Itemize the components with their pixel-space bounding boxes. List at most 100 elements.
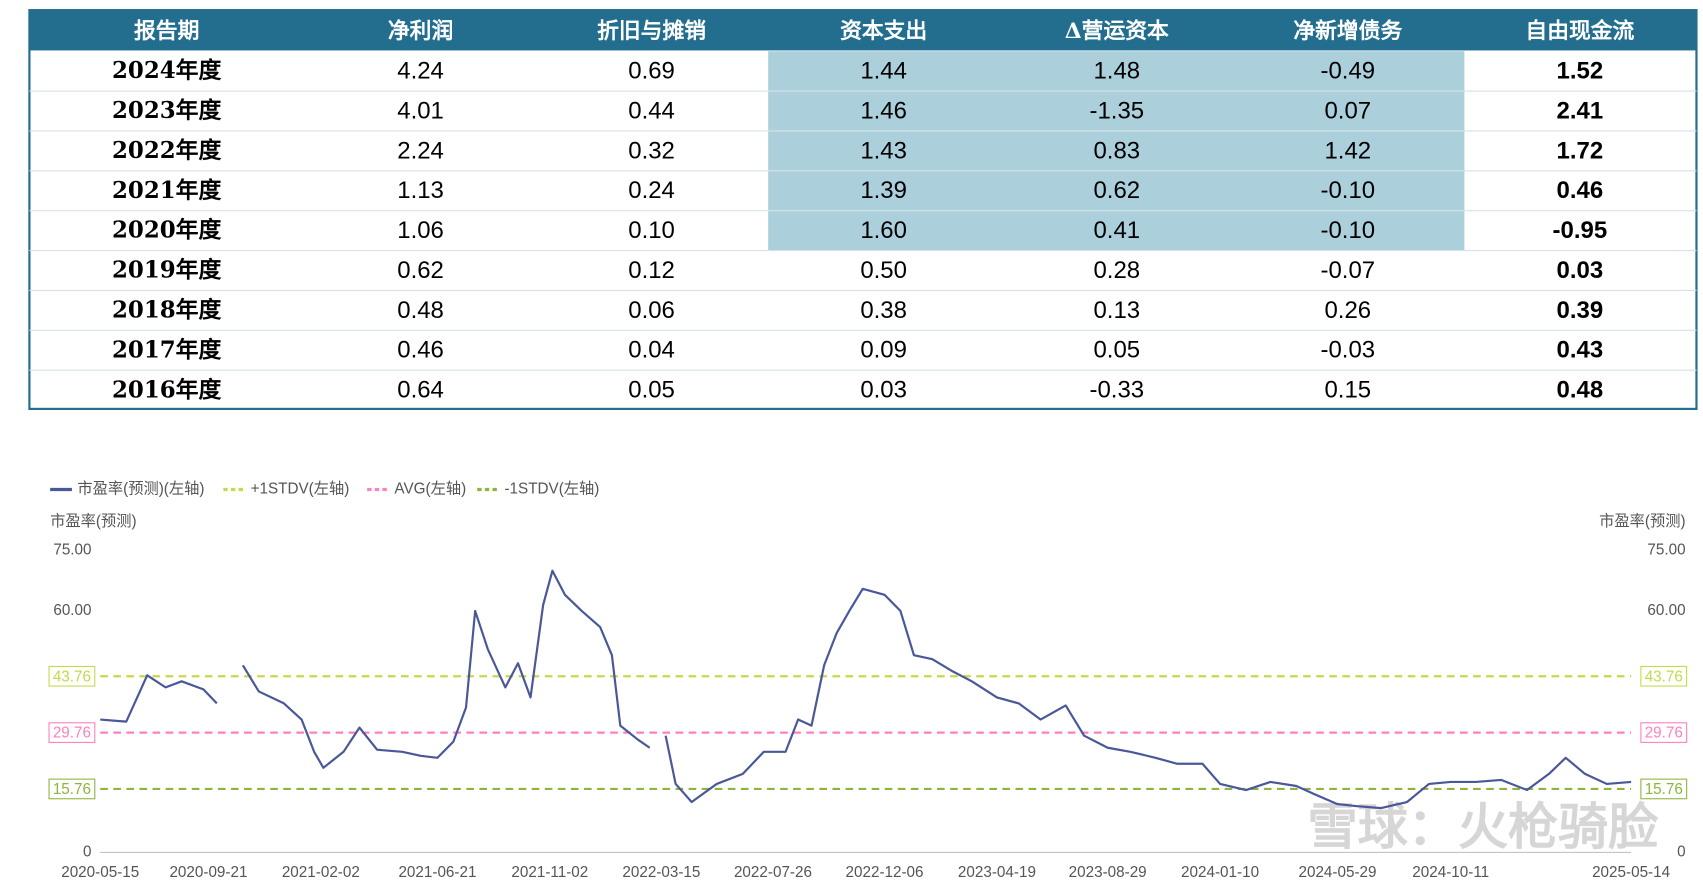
x-tick-label: 2022-07-26 [734,864,812,881]
band-label-box [1640,665,1688,687]
y-axis-title: 市盈率(预测) [50,513,136,530]
x-tick-label: 2022-03-15 [622,864,700,881]
table-cell: 1.39 [860,177,907,204]
table-cell: -0.33 [1089,377,1144,404]
band-label-left: 43.76 [53,668,91,685]
table-cell: 0.44 [628,97,675,124]
header-cell: 净利润 [388,18,453,44]
row-label: 2022年度 [112,137,222,164]
header-cell: 自由现金流 [1525,18,1634,44]
table-cell: -0.95 [1553,217,1608,244]
table-cell: 0.04 [628,337,675,364]
band-label-right: 15.76 [1645,781,1683,798]
highlight-cell [768,130,1465,171]
table-cell: 0.46 [397,337,444,364]
band-label-box [48,665,96,687]
watermark: 雪球：火枪骑脸 [1307,799,1659,855]
table-cell: 1.46 [860,97,907,124]
y-tick-label: 75.00 [53,542,91,559]
table-cell: 4.24 [397,58,444,85]
header-cell: 资本支出 [840,19,927,44]
x-tick-label: 2025-05-14 [1592,864,1671,881]
table-cell: 0.48 [397,297,444,324]
table-cell: 2.41 [1557,97,1604,124]
legend-label: 市盈率(预测)(左轴) [77,481,204,498]
table-cell: 0.46 [1557,177,1604,204]
band-label-right: 29.76 [1645,725,1683,742]
y2-tick-label: 75.00 [1647,542,1685,559]
x-tick-label: 2024-10-11 [1412,864,1489,881]
table-cell: 0.03 [1557,257,1604,284]
x-tick-label: 2023-08-29 [1069,864,1147,881]
table-cell: 0.43 [1557,337,1604,364]
row-label: 2018年度 [112,296,222,323]
band-label-box [1640,778,1688,800]
highlight-cell [768,170,1465,211]
row-label: 2019年度 [112,257,222,284]
table-cell: -0.10 [1320,217,1375,244]
y2-axis-title: 市盈率(预测) [1599,513,1685,530]
band-label-left: 15.76 [53,781,91,798]
table-cell: 0.05 [1093,337,1140,364]
table-header-bar [29,10,1697,51]
table-cell: -0.07 [1320,257,1375,284]
table-cell: -0.49 [1320,58,1375,85]
table-cell: 0.09 [860,337,907,364]
table-cell: 0.24 [628,177,675,204]
highlight-cell [768,210,1465,251]
table-cell: 1.06 [397,217,444,244]
table-cell: 4.01 [397,97,444,124]
table-cell: 0.26 [1324,297,1371,324]
table-cell: 0.10 [628,217,675,244]
table-cell: 0.06 [628,297,675,324]
table-cell: 1.42 [1324,137,1371,164]
table-cell: 0.50 [860,257,907,284]
table-cell: 1.52 [1557,58,1604,85]
band-label-box [48,778,96,800]
table-cell: 0.12 [628,257,675,284]
highlight-cell [768,51,1465,92]
x-tick-label: 2021-11-02 [511,864,588,881]
y2-tick-label: 60.00 [1647,602,1685,619]
table-cell: 0.62 [397,257,444,284]
table-cell: 1.43 [860,137,907,164]
highlight-cell [768,91,1465,131]
table-cell: 0.13 [1093,297,1140,324]
table-cell: -1.35 [1089,97,1144,124]
table-cell: 1.72 [1557,137,1604,164]
table-cell: 0.41 [1093,217,1140,244]
table-cell: 0.15 [1324,377,1371,404]
row-label: 2016年度 [112,376,222,403]
row-label: 2017年度 [112,336,222,363]
band-label-box [48,722,96,743]
table-cell: 1.44 [860,58,907,85]
x-tick-label: 2020-09-21 [169,864,247,881]
x-tick-label: 2024-01-10 [1181,864,1259,881]
header-cell: 净新增债务 [1293,18,1402,44]
row-label: 2021年度 [112,177,222,204]
band-label-box [1640,722,1688,743]
table-cell: 0.62 [1093,177,1140,204]
table-cell: 1.48 [1093,58,1140,85]
band-label-left: 29.76 [53,725,91,742]
y-tick-label: 0 [83,843,91,860]
table-cell: 2.24 [397,137,444,164]
table-cell: -0.03 [1320,337,1375,364]
legend-label: +1STDV(左轴) [251,481,350,498]
table-cell: 0.48 [1557,377,1604,404]
x-tick-label: 2024-05-29 [1298,864,1376,881]
y2-tick-label: 0 [1677,843,1685,860]
header-cell: 报告期 [134,19,199,44]
table-cell: 1.13 [397,177,444,204]
table-cell: 0.28 [1093,257,1140,284]
x-tick-label: 2022-12-06 [846,864,924,881]
table-cell: 0.64 [397,377,444,404]
legend-label: AVG(左轴) [394,481,466,498]
row-label: 2023年度 [112,97,222,124]
row-label: 2024年度 [112,57,222,84]
header-cell: Δ营运资本 [1065,19,1169,44]
table-cell: 0.05 [628,377,675,404]
table-cell: 0.38 [860,297,907,324]
table-cell: -0.10 [1320,177,1375,204]
